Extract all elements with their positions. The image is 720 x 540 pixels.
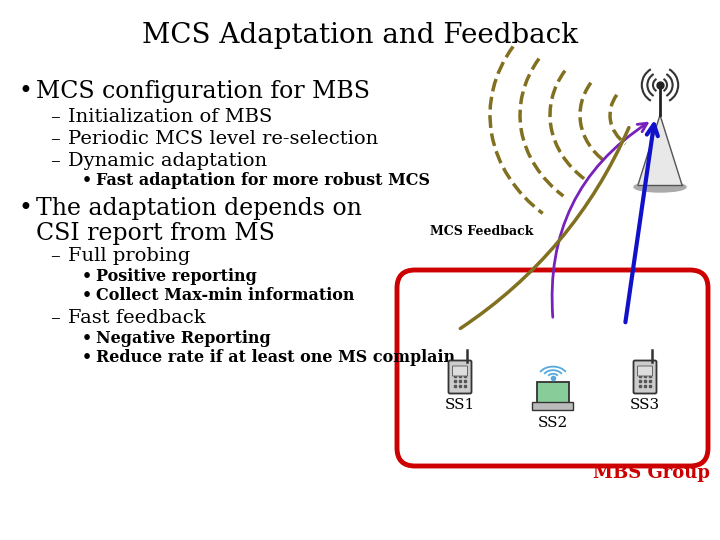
FancyArrowPatch shape [552, 123, 647, 317]
FancyBboxPatch shape [537, 382, 569, 404]
Text: CSI report from MS: CSI report from MS [36, 222, 275, 245]
Text: Initialization of MBS: Initialization of MBS [68, 108, 272, 126]
Text: Positive reporting: Positive reporting [96, 268, 257, 285]
FancyBboxPatch shape [634, 361, 657, 394]
Text: SS2: SS2 [538, 416, 568, 430]
Text: SS3: SS3 [630, 398, 660, 412]
Text: –: – [50, 130, 60, 148]
Text: •: • [82, 287, 92, 304]
Text: Dynamic adaptation: Dynamic adaptation [68, 152, 267, 170]
Text: Periodic MCS level re-selection: Periodic MCS level re-selection [68, 130, 378, 148]
Text: •: • [82, 330, 92, 347]
Text: Reduce rate if at least one MS complain: Reduce rate if at least one MS complain [96, 349, 455, 366]
FancyBboxPatch shape [637, 366, 652, 376]
FancyBboxPatch shape [452, 366, 467, 376]
Text: Negative Reporting: Negative Reporting [96, 330, 271, 347]
Text: The adaptation depends on: The adaptation depends on [36, 197, 362, 220]
Text: MCS Adaptation and Feedback: MCS Adaptation and Feedback [142, 22, 578, 49]
Text: Fast adaptation for more robust MCS: Fast adaptation for more robust MCS [96, 172, 430, 189]
Text: •: • [18, 80, 32, 103]
Ellipse shape [634, 182, 686, 192]
Text: –: – [50, 108, 60, 126]
Text: –: – [50, 152, 60, 170]
Polygon shape [638, 115, 682, 185]
FancyBboxPatch shape [533, 402, 574, 410]
Text: Collect Max-min information: Collect Max-min information [96, 287, 354, 304]
FancyArrowPatch shape [460, 127, 629, 328]
Text: •: • [18, 197, 32, 220]
Text: MCS configuration for MBS: MCS configuration for MBS [36, 80, 370, 103]
Text: •: • [82, 268, 92, 285]
Text: –: – [50, 309, 60, 327]
Text: •: • [82, 172, 92, 189]
Text: •: • [82, 349, 92, 366]
Text: Fast feedback: Fast feedback [68, 309, 206, 327]
FancyBboxPatch shape [449, 361, 472, 394]
Text: –: – [50, 247, 60, 265]
Text: MBS Group: MBS Group [593, 464, 710, 482]
Text: SS1: SS1 [445, 398, 475, 412]
Text: MCS Feedback: MCS Feedback [430, 225, 534, 238]
Text: Full probing: Full probing [68, 247, 190, 265]
